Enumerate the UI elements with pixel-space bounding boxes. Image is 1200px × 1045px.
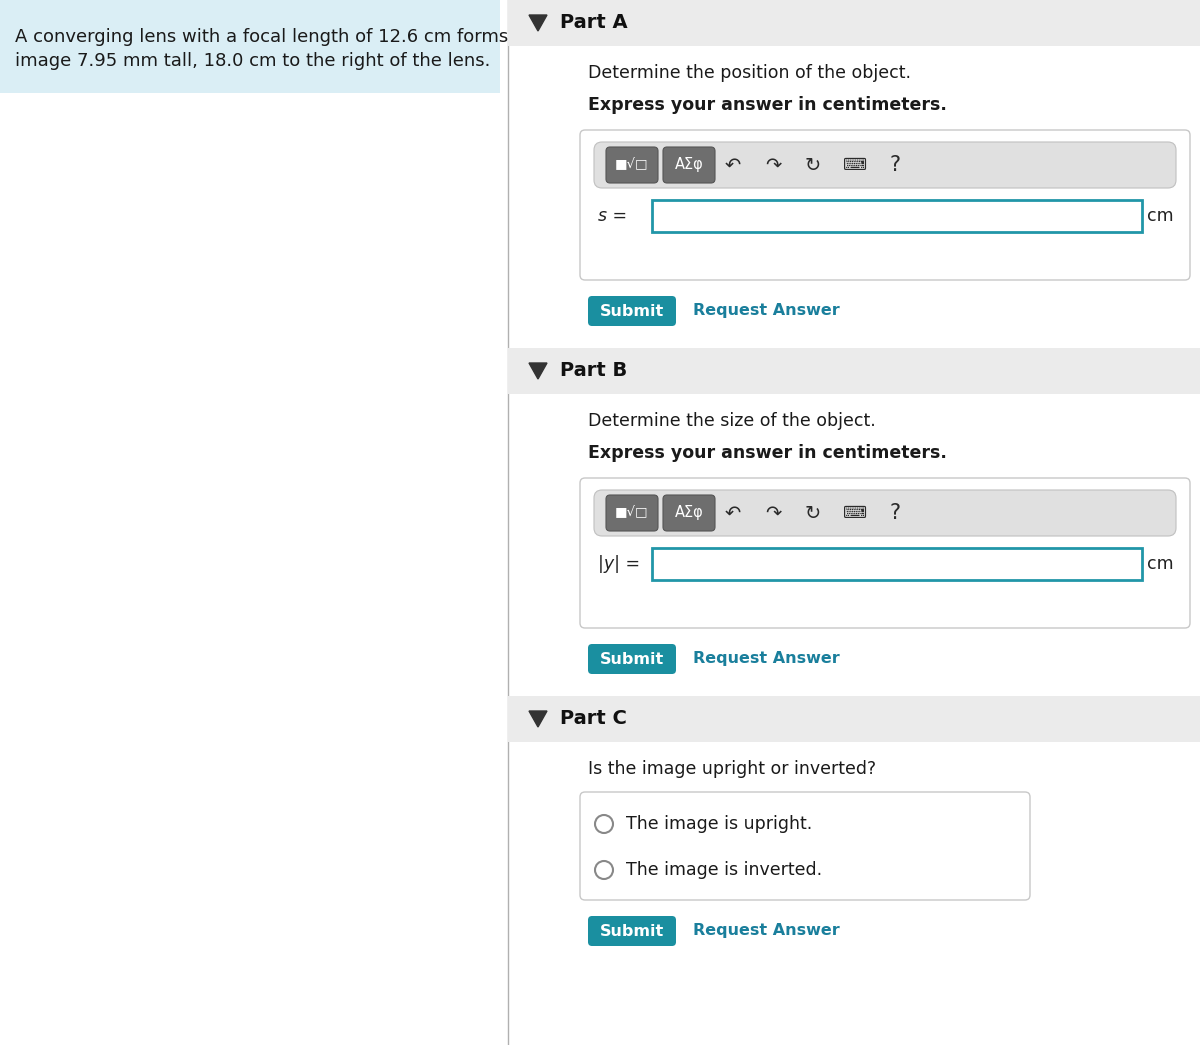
Text: Request Answer: Request Answer bbox=[694, 303, 840, 319]
Bar bbox=[652, 200, 1142, 232]
Text: Express your answer in centimeters.: Express your answer in centimeters. bbox=[588, 96, 947, 114]
FancyBboxPatch shape bbox=[606, 147, 658, 183]
Bar bbox=[508, 696, 1200, 742]
Text: Express your answer in centimeters.: Express your answer in centimeters. bbox=[588, 444, 947, 462]
Text: ↻: ↻ bbox=[805, 156, 821, 175]
Text: Part A: Part A bbox=[560, 14, 628, 32]
Text: Part B: Part B bbox=[560, 362, 628, 380]
FancyBboxPatch shape bbox=[588, 644, 676, 674]
Text: ⌨: ⌨ bbox=[842, 504, 866, 522]
FancyBboxPatch shape bbox=[606, 495, 658, 531]
Text: ■√□: ■√□ bbox=[616, 507, 649, 519]
Polygon shape bbox=[529, 363, 547, 379]
FancyBboxPatch shape bbox=[662, 495, 715, 531]
FancyBboxPatch shape bbox=[594, 490, 1176, 536]
Text: AΣφ: AΣφ bbox=[674, 158, 703, 172]
Text: Is the image upright or inverted?: Is the image upright or inverted? bbox=[588, 760, 876, 777]
Text: The image is inverted.: The image is inverted. bbox=[626, 861, 822, 879]
FancyBboxPatch shape bbox=[580, 792, 1030, 900]
Text: Submit: Submit bbox=[600, 651, 664, 667]
FancyBboxPatch shape bbox=[662, 147, 715, 183]
Text: Submit: Submit bbox=[600, 924, 664, 938]
Text: A converging lens with a focal length of 12.6 cm forms a virtual: A converging lens with a focal length of… bbox=[14, 28, 589, 46]
Text: cm: cm bbox=[1147, 207, 1174, 225]
Polygon shape bbox=[529, 711, 547, 727]
Text: Determine the size of the object.: Determine the size of the object. bbox=[588, 412, 876, 429]
Bar bbox=[652, 548, 1142, 580]
Text: The image is upright.: The image is upright. bbox=[626, 815, 812, 833]
Text: ↻: ↻ bbox=[805, 504, 821, 522]
Bar bbox=[508, 348, 1200, 394]
Text: ?: ? bbox=[889, 503, 900, 522]
FancyBboxPatch shape bbox=[580, 130, 1190, 280]
Text: ↷: ↷ bbox=[764, 504, 781, 522]
Text: AΣφ: AΣφ bbox=[674, 506, 703, 520]
Text: ↶: ↶ bbox=[725, 156, 742, 175]
FancyBboxPatch shape bbox=[580, 478, 1190, 628]
FancyBboxPatch shape bbox=[594, 142, 1176, 188]
Polygon shape bbox=[529, 15, 547, 31]
Text: Request Answer: Request Answer bbox=[694, 924, 840, 938]
Text: ↷: ↷ bbox=[764, 156, 781, 175]
Text: ⌨: ⌨ bbox=[842, 156, 866, 175]
Text: |y| =: |y| = bbox=[598, 555, 640, 573]
FancyBboxPatch shape bbox=[588, 296, 676, 326]
Bar bbox=[0, 0, 500, 93]
Text: s =: s = bbox=[598, 207, 628, 225]
Text: cm: cm bbox=[1147, 555, 1174, 573]
Text: Submit: Submit bbox=[600, 303, 664, 319]
Text: ■√□: ■√□ bbox=[616, 159, 649, 171]
Text: Part C: Part C bbox=[560, 710, 626, 728]
FancyBboxPatch shape bbox=[588, 916, 676, 946]
Text: ?: ? bbox=[889, 155, 900, 175]
Text: ↶: ↶ bbox=[725, 504, 742, 522]
Text: image 7.95 mm tall, 18.0 cm to the right of the lens.: image 7.95 mm tall, 18.0 cm to the right… bbox=[14, 52, 491, 70]
Text: Determine the position of the object.: Determine the position of the object. bbox=[588, 64, 911, 82]
Bar bbox=[508, 0, 1200, 46]
Text: Request Answer: Request Answer bbox=[694, 651, 840, 667]
